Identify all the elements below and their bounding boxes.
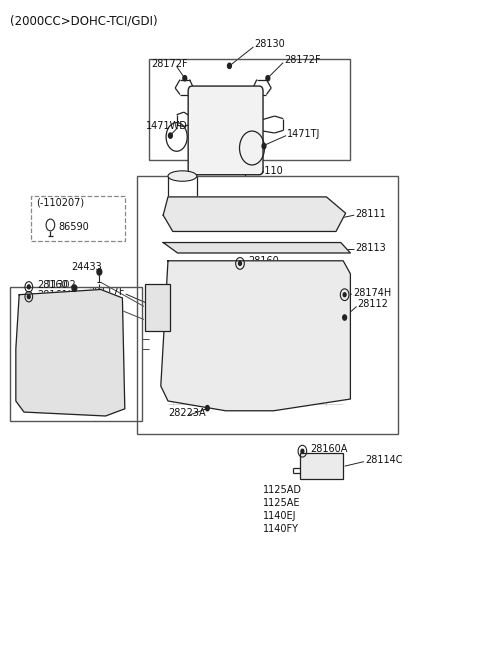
Circle shape bbox=[205, 406, 209, 411]
Text: 28172F: 28172F bbox=[151, 59, 188, 69]
Polygon shape bbox=[161, 261, 350, 411]
Circle shape bbox=[228, 63, 231, 68]
Text: 28174H: 28174H bbox=[353, 288, 391, 298]
Circle shape bbox=[239, 261, 241, 265]
Circle shape bbox=[343, 293, 346, 297]
Text: 1125AD: 1125AD bbox=[263, 485, 302, 496]
Polygon shape bbox=[16, 289, 125, 416]
Polygon shape bbox=[163, 197, 346, 231]
Circle shape bbox=[262, 143, 266, 149]
Text: 28223A: 28223A bbox=[168, 408, 205, 419]
Text: (2000CC>DOHC-TCI/GDI): (2000CC>DOHC-TCI/GDI) bbox=[10, 14, 157, 27]
Polygon shape bbox=[163, 243, 350, 253]
Text: 28112: 28112 bbox=[358, 299, 388, 310]
Circle shape bbox=[168, 133, 172, 138]
Text: 28111: 28111 bbox=[355, 209, 386, 219]
Text: 28114C: 28114C bbox=[365, 454, 402, 465]
Text: 28161K: 28161K bbox=[37, 289, 74, 300]
Text: 28117F: 28117F bbox=[88, 287, 125, 297]
Text: 28110: 28110 bbox=[252, 166, 283, 177]
Text: 86590: 86590 bbox=[59, 222, 89, 232]
Text: 28160A: 28160A bbox=[310, 443, 348, 454]
Text: 28160: 28160 bbox=[249, 256, 279, 266]
Circle shape bbox=[97, 269, 102, 275]
Circle shape bbox=[301, 449, 304, 453]
Circle shape bbox=[27, 295, 30, 299]
Circle shape bbox=[183, 76, 187, 81]
Text: 28161G: 28161G bbox=[249, 265, 287, 276]
FancyBboxPatch shape bbox=[300, 453, 343, 479]
Text: 28160: 28160 bbox=[37, 280, 68, 290]
Text: (-110207): (-110207) bbox=[36, 197, 84, 207]
Text: 11302: 11302 bbox=[46, 280, 76, 290]
Text: 28172F: 28172F bbox=[284, 55, 321, 65]
FancyBboxPatch shape bbox=[188, 86, 263, 175]
Text: 1125AE: 1125AE bbox=[263, 498, 300, 509]
Ellipse shape bbox=[168, 171, 197, 181]
Circle shape bbox=[27, 285, 30, 289]
Text: 1140FY: 1140FY bbox=[263, 524, 299, 535]
Text: 28210: 28210 bbox=[46, 293, 76, 303]
Circle shape bbox=[72, 285, 77, 291]
FancyBboxPatch shape bbox=[145, 284, 170, 331]
Text: 28130: 28130 bbox=[254, 39, 285, 50]
Text: 24433: 24433 bbox=[71, 262, 102, 273]
Text: 1140EJ: 1140EJ bbox=[263, 511, 297, 522]
Text: 28113: 28113 bbox=[355, 243, 386, 253]
Text: 1471TJ: 1471TJ bbox=[287, 128, 321, 139]
Circle shape bbox=[343, 315, 347, 320]
Text: 1471WD: 1471WD bbox=[146, 121, 188, 131]
Circle shape bbox=[266, 76, 270, 81]
